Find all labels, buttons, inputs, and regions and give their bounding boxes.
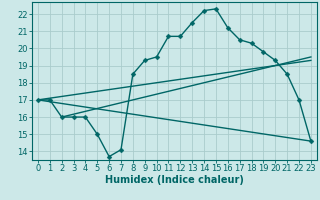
X-axis label: Humidex (Indice chaleur): Humidex (Indice chaleur) [105, 175, 244, 185]
